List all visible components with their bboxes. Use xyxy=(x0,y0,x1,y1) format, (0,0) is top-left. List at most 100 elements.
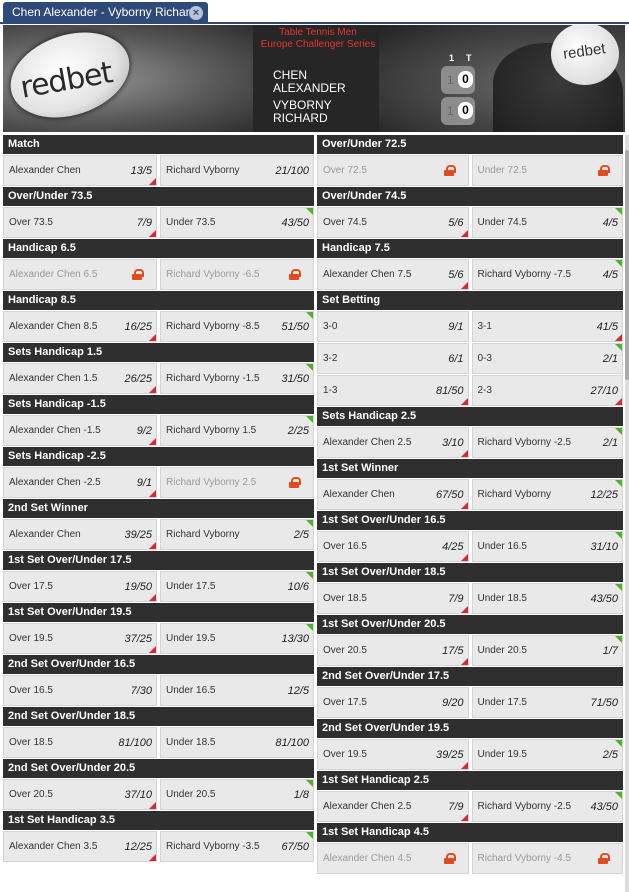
selection-button[interactable]: Over 20.5 37/10 xyxy=(3,779,157,810)
selection-button[interactable]: Alexander Chen 1.5 26/25 xyxy=(3,363,157,394)
player2-score: 1 0 xyxy=(441,97,475,125)
selection-name: Under 19.5 xyxy=(166,633,216,644)
selection-odds: 2/1 xyxy=(602,352,618,365)
selection-button[interactable]: Under 18.5 81/100 xyxy=(160,727,314,758)
selection-name: Over 19.5 xyxy=(323,749,367,760)
selection-button[interactable]: 3-1 41/5 xyxy=(471,311,623,342)
selection-button[interactable]: Over 17.5 19/50 xyxy=(3,571,157,602)
market-row: Alexander Chen 3.5 12/25 Richard Vyborny -… xyxy=(3,831,314,862)
selection-button[interactable]: 0-3 2/1 xyxy=(471,343,623,374)
selection-name: Under 72.5 xyxy=(477,165,527,176)
selection-odds: 9/1 xyxy=(136,476,152,489)
market-row: Over 74.5 5/6 Under 74.5 4/5 xyxy=(317,207,623,238)
selection-button[interactable]: Under 17.5 71/50 xyxy=(471,687,623,718)
selection-button[interactable]: Alexander Chen -2.5 9/1 xyxy=(3,467,157,498)
selection-button[interactable]: Under 17.5 10/6 xyxy=(160,571,314,602)
selection-button[interactable]: Richard Vyborny 21/100 xyxy=(160,155,314,186)
selection-name: Under 18.5 xyxy=(477,593,527,604)
selection-button[interactable]: Richard Vyborny -7.5 4/5 xyxy=(471,259,623,290)
selection-button[interactable]: Over 19.5 39/25 xyxy=(317,739,469,770)
selection-button[interactable]: Alexander Chen 7.5 5/6 xyxy=(317,259,469,290)
selection-name: 3-2 xyxy=(323,353,338,364)
selection-button[interactable]: Over 18.5 81/100 xyxy=(3,727,157,758)
selection-button[interactable]: 2-3 27/10 xyxy=(471,375,623,406)
selection-button[interactable]: 3-2 6/1 xyxy=(317,343,469,374)
selection-button[interactable]: Under 19.5 13/30 xyxy=(160,623,314,654)
selection-odds: 81/50 xyxy=(435,384,464,397)
selection-name: Over 72.5 xyxy=(323,165,367,176)
selection-button[interactable]: Alexander Chen 2.5 7/9 xyxy=(317,791,469,822)
selection-button[interactable]: Richard Vyborny -8.5 51/50 xyxy=(160,311,314,342)
selection-button[interactable]: Under 16.5 31/10 xyxy=(471,531,623,562)
selection-button[interactable]: Under 73.5 43/50 xyxy=(160,207,314,238)
selection-odds: 43/50 xyxy=(590,800,618,813)
market-row: Alexander Chen 7.5 5/6 Richard Vyborny -7.… xyxy=(317,259,623,290)
selection-odds: 3/10 xyxy=(442,436,464,449)
total-column-label: T xyxy=(466,53,472,63)
selection-button[interactable]: Richard Vyborny -1.5 31/50 xyxy=(160,363,314,394)
selection-button[interactable]: 1-3 81/50 xyxy=(317,375,469,406)
selection-button[interactable]: Richard Vyborny 12/25 xyxy=(471,479,623,510)
market-header-1st-set-handicap-4-5: 1st Set Handicap 4.5 xyxy=(317,823,623,842)
scrollbar-track[interactable] xyxy=(625,135,629,892)
selection-odds: 5/6 xyxy=(448,268,464,281)
lock-icon xyxy=(289,477,301,488)
selection-button[interactable]: Over 20.5 17/5 xyxy=(317,635,469,666)
selection-button[interactable]: Under 20.5 1/7 xyxy=(471,635,623,666)
selection-button[interactable]: Under 16.5 12/5 xyxy=(160,675,314,706)
selection-odds: 16/25 xyxy=(124,320,152,333)
selection-button[interactable]: Alexander Chen 39/25 xyxy=(3,519,157,550)
selection-button: Over 72.5 xyxy=(317,155,469,186)
selection-button[interactable]: Alexander Chen 3.5 12/25 xyxy=(3,831,157,862)
scrollbar-thumb[interactable] xyxy=(625,150,629,380)
selection-button[interactable]: Alexander Chen 2.5 3/10 xyxy=(317,427,469,458)
selection-button[interactable]: Over 16.5 4/25 xyxy=(317,531,469,562)
selection-button[interactable]: 3-0 9/1 xyxy=(317,311,469,342)
selection-odds: 51/50 xyxy=(281,320,309,333)
selection-button[interactable]: Over 16.5 7/30 xyxy=(3,675,157,706)
selection-button[interactable]: Alexander Chen 8.5 16/25 xyxy=(3,311,157,342)
event-tab[interactable]: Chen Alexander - Vyborny Richard × xyxy=(3,2,208,24)
selection-button[interactable]: Richard Vyborny -3.5 67/50 xyxy=(160,831,314,862)
selection-name: Alexander Chen 7.5 xyxy=(323,269,412,280)
selection-name: Under 20.5 xyxy=(166,789,216,800)
selection-button[interactable]: Richard Vyborny -2.5 2/1 xyxy=(471,427,623,458)
selection-name: Over 20.5 xyxy=(323,645,367,656)
selection-name: Alexander Chen 1.5 xyxy=(9,373,98,384)
selection-button[interactable]: Richard Vyborny 1.5 2/25 xyxy=(160,415,314,446)
selection-button[interactable]: Richard Vyborny 2/5 xyxy=(160,519,314,550)
selection-button[interactable]: Under 74.5 4/5 xyxy=(471,207,623,238)
selection-button[interactable]: Over 18.5 7/9 xyxy=(317,583,469,614)
selection-button[interactable]: Under 19.5 2/5 xyxy=(471,739,623,770)
selection-button[interactable]: Alexander Chen -1.5 9/2 xyxy=(3,415,157,446)
selection-name: Under 17.5 xyxy=(166,581,216,592)
selection-button[interactable]: Alexander Chen 67/50 xyxy=(317,479,469,510)
selection-name: Richard Vyborny -6.5 xyxy=(166,269,260,280)
player2-first: VYBORNY xyxy=(273,98,332,112)
player1-name: CHEN ALEXANDER xyxy=(273,69,346,95)
selection-odds: 2/25 xyxy=(287,424,309,437)
selection-name: Alexander Chen -2.5 xyxy=(9,477,101,488)
market-header-1st-set-over-under-16-5: 1st Set Over/Under 16.5 xyxy=(317,511,623,530)
scoreboard-panel xyxy=(253,25,379,132)
selection-button[interactable]: Over 17.5 9/20 xyxy=(317,687,469,718)
close-icon[interactable]: × xyxy=(189,6,203,20)
market-header-handicap-8-5: Handicap 8.5 xyxy=(3,291,314,310)
selection-button[interactable]: Alexander Chen 13/5 xyxy=(3,155,157,186)
selection-odds: 67/50 xyxy=(281,840,309,853)
selection-name: 0-3 xyxy=(477,353,492,364)
market-row: Over 72.5 Under 72.5 xyxy=(317,155,623,186)
selection-name: Alexander Chen 8.5 xyxy=(9,321,98,332)
selection-name: Alexander Chen 2.5 xyxy=(323,437,412,448)
selection-name: Richard Vyborny -1.5 xyxy=(166,373,260,384)
market-row: Over 16.5 7/30 Under 16.5 12/5 xyxy=(3,675,314,706)
selection-button[interactable]: Under 18.5 43/50 xyxy=(471,583,623,614)
selection-odds: 7/9 xyxy=(448,800,464,813)
selection-odds: 6/1 xyxy=(448,352,464,365)
selection-button[interactable]: Over 19.5 37/25 xyxy=(3,623,157,654)
market-header-2nd-set-over-under-17-5: 2nd Set Over/Under 17.5 xyxy=(317,667,623,686)
selection-button[interactable]: Over 74.5 5/6 xyxy=(317,207,469,238)
selection-button[interactable]: Richard Vyborny -2.5 43/50 xyxy=(471,791,623,822)
selection-button[interactable]: Under 20.5 1/8 xyxy=(160,779,314,810)
selection-button[interactable]: Over 73.5 7/9 xyxy=(3,207,157,238)
